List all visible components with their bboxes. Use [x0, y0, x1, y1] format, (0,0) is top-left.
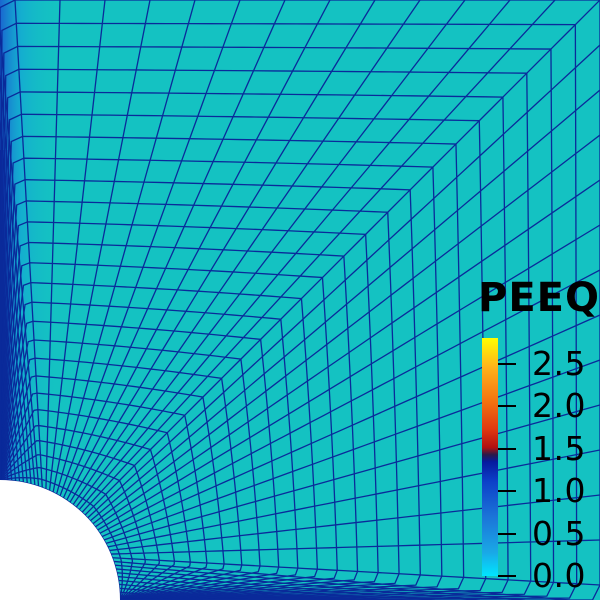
mesh-line-ring — [0, 454, 146, 600]
mesh-line-ring — [0, 392, 208, 600]
mesh-line-ring — [0, 179, 421, 600]
mesh-line-ring — [0, 424, 176, 600]
colorbar-tick-label: 0.5 — [532, 513, 586, 553]
mesh-line-ring — [0, 262, 338, 600]
mesh-line-ring — [0, 22, 578, 600]
mesh-line-ring — [0, 301, 299, 600]
mesh-line-ring — [0, 339, 261, 600]
colorbar-tick — [498, 405, 516, 407]
hole-cutout — [0, 480, 120, 600]
mesh-line-ring — [0, 281, 319, 600]
mesh-line-ring — [0, 440, 160, 600]
mesh-line-ring — [0, 409, 191, 600]
colorbar-tick — [498, 532, 516, 535]
mesh-line-ring — [0, 113, 487, 600]
mesh-line-ring — [0, 466, 134, 600]
mesh-line-ring — [0, 357, 243, 600]
mesh-line-ring — [0, 375, 225, 600]
mesh-line-ring — [0, 200, 400, 600]
mesh-line-ring — [0, 135, 465, 600]
colorbar-tick — [498, 362, 516, 365]
colorbar-tick — [498, 575, 516, 577]
mesh-line-ring — [0, 477, 123, 600]
mesh-line-ring — [0, 45, 555, 600]
colorbar-tick-label: 2.5 — [532, 343, 586, 383]
mesh-line-ring — [0, 91, 509, 600]
colorbar-tick — [498, 447, 516, 450]
mesh-line-ring — [0, 68, 532, 600]
colorbar-tick — [498, 490, 516, 492]
mesh-line-ring — [0, 241, 359, 600]
mesh-line-ring — [0, 320, 280, 600]
legend-title: PEEQ — [478, 275, 600, 321]
colorbar-tick-label: 0.0 — [532, 556, 586, 595]
mesh-line-ring — [0, 157, 443, 600]
colorbar — [482, 338, 498, 576]
colorbar-tick-label: 1.0 — [532, 471, 586, 510]
mesh-line-ring — [0, 221, 379, 600]
colorbar-tick-label: 1.5 — [532, 428, 586, 468]
colorbar-tick-label: 2.0 — [532, 386, 586, 425]
